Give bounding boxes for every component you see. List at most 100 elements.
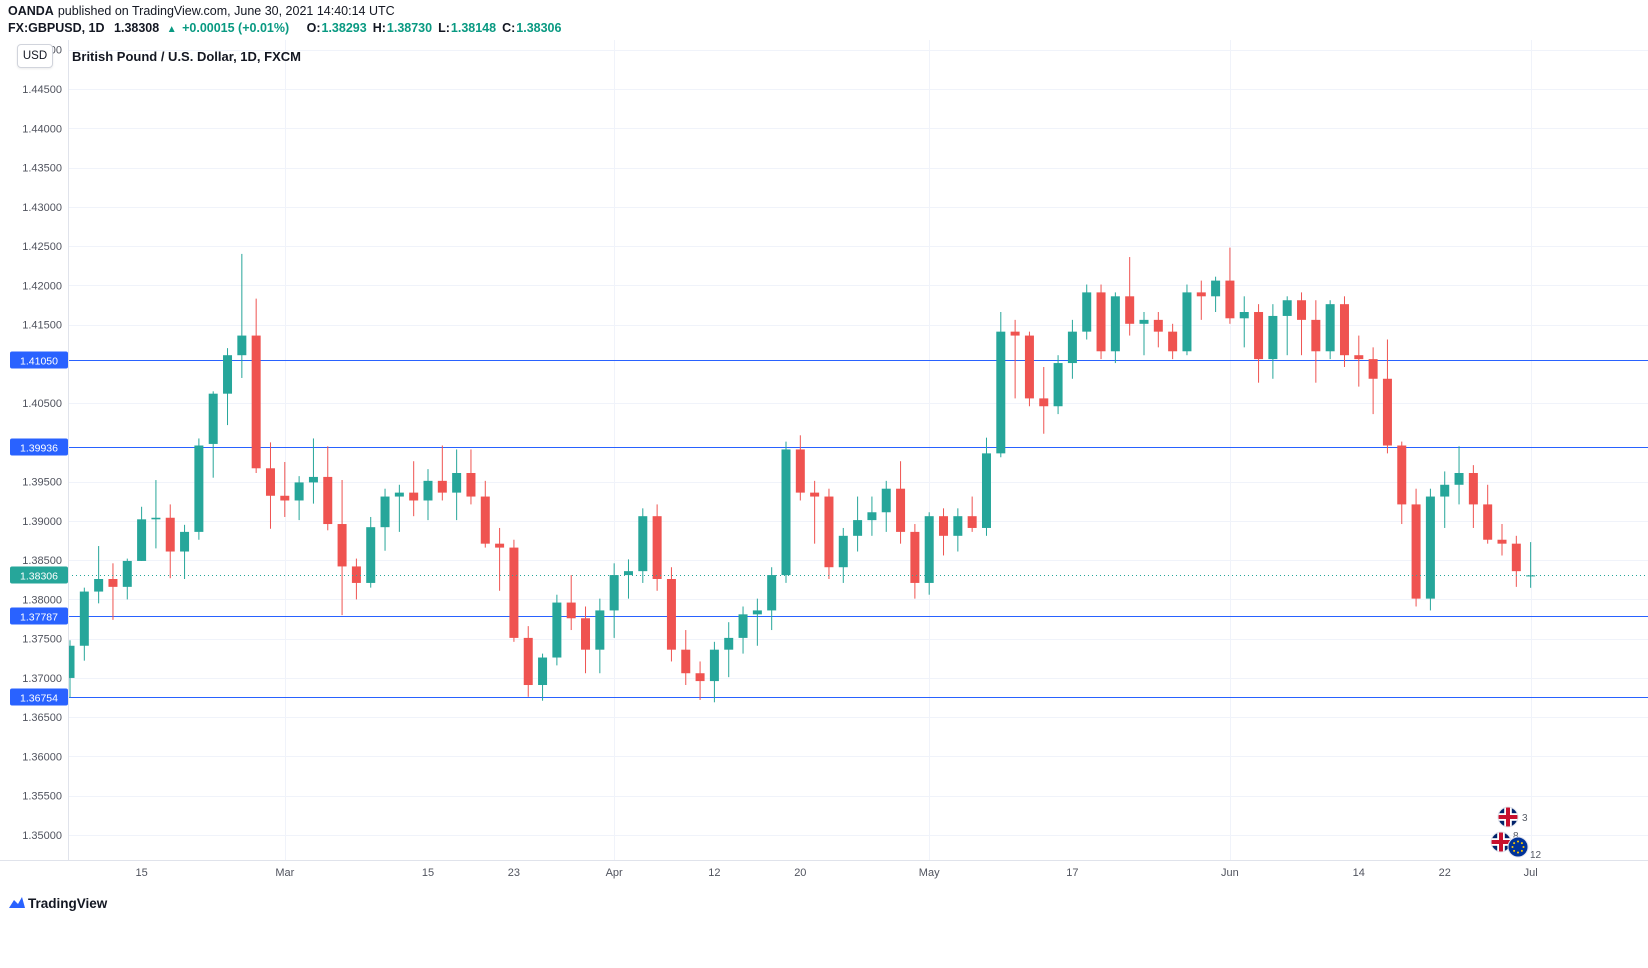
ohlc-field-label: O: xyxy=(306,21,321,35)
brand-name[interactable]: TradingView xyxy=(28,896,108,911)
price-tick-label: 1.36000 xyxy=(22,751,62,763)
candle xyxy=(223,348,233,426)
time-tick-label: 15 xyxy=(422,867,434,879)
candle xyxy=(581,606,591,674)
ohlc-field-label: C: xyxy=(502,21,516,35)
price-tick-label: 1.41500 xyxy=(22,320,62,332)
time-tick-label: 20 xyxy=(794,867,806,879)
candle xyxy=(1497,524,1507,556)
candle xyxy=(251,298,261,473)
price-tick-label: 1.37500 xyxy=(22,634,62,646)
ohlc-field-value: 1.38148 xyxy=(450,21,497,35)
candle xyxy=(795,435,805,501)
price-level-lines[interactable] xyxy=(68,360,1648,698)
price-tick-label: 1.42000 xyxy=(22,280,62,292)
candle xyxy=(366,516,376,588)
candle xyxy=(79,587,89,661)
candle xyxy=(1382,339,1392,454)
candle xyxy=(738,606,748,654)
candle xyxy=(924,512,934,595)
eu-flag-icon[interactable] xyxy=(1507,836,1529,858)
candle xyxy=(437,445,447,501)
candle xyxy=(910,524,920,599)
candle xyxy=(337,480,347,616)
candle xyxy=(194,438,204,540)
price-tick-label: 1.37000 xyxy=(22,673,62,685)
candle xyxy=(1182,284,1192,356)
candle xyxy=(180,524,190,580)
candle xyxy=(1096,284,1106,360)
uk-flag-icon[interactable] xyxy=(1490,831,1512,853)
tradingview-logo[interactable] xyxy=(8,894,26,910)
candle xyxy=(709,641,719,703)
candle xyxy=(1268,304,1278,379)
candle xyxy=(967,496,977,532)
candle xyxy=(1282,296,1292,356)
candle xyxy=(423,469,433,521)
price-tick-label: 1.36500 xyxy=(22,712,62,724)
candle xyxy=(824,488,834,580)
time-tick-label: Apr xyxy=(606,867,623,879)
time-tick-label: 15 xyxy=(135,867,147,879)
candle xyxy=(953,508,963,552)
price-scale[interactable]: 1.450001.445001.440001.435001.430001.425… xyxy=(10,45,68,842)
candle xyxy=(1483,484,1493,544)
uk-flag-icon[interactable] xyxy=(1497,806,1519,828)
price-level-badge[interactable] xyxy=(10,688,68,706)
time-tick-label: 17 xyxy=(1066,867,1078,879)
economic-events-cluster[interactable]: 3 8 12 xyxy=(1486,802,1550,860)
time-tick-label: Jul xyxy=(1524,867,1538,879)
candle xyxy=(1354,335,1364,387)
price-tick-label: 1.39000 xyxy=(22,516,62,528)
time-tick-label: Jun xyxy=(1221,867,1239,879)
price-level-badge[interactable] xyxy=(10,351,68,369)
candle xyxy=(867,496,877,536)
candle xyxy=(1225,247,1235,324)
candle xyxy=(151,480,161,549)
candle xyxy=(538,653,548,701)
candle xyxy=(1325,300,1335,360)
candle xyxy=(838,527,848,583)
candle xyxy=(351,558,361,600)
time-scale[interactable]: 15 Mar 15 23 Apr 12 20 May 17 Jun 14 22 Jul xyxy=(135,867,1537,879)
time-tick-label: Mar xyxy=(275,867,294,879)
candle xyxy=(1024,331,1034,407)
ohlc-field-label: H: xyxy=(372,21,386,35)
candle xyxy=(1339,296,1349,367)
symbol-label: FX:GBPUSD, 1D xyxy=(8,21,105,35)
candle xyxy=(466,449,476,505)
ohlc-field-label: L: xyxy=(438,21,450,35)
candle xyxy=(1526,542,1536,588)
svg-text:1.39936: 1.39936 xyxy=(20,443,58,455)
candle xyxy=(996,312,1006,458)
currency-toggle-button[interactable]: USD xyxy=(17,44,53,68)
candle xyxy=(523,626,533,697)
candle xyxy=(810,480,820,544)
price-tick-label: 1.43500 xyxy=(22,163,62,175)
candle xyxy=(939,508,949,556)
candle xyxy=(767,567,777,631)
svg-text:1.36754: 1.36754 xyxy=(20,693,58,705)
candle xyxy=(695,661,705,700)
attribution-line: OANDA published on TradingView.com, June … xyxy=(8,4,395,18)
ohlc-values: O:1.38293 H:1.38730 L:1.38148 C:1.38306 xyxy=(301,21,562,35)
candle xyxy=(394,484,404,532)
candle xyxy=(981,437,991,536)
candle xyxy=(208,391,218,478)
last-price-badge xyxy=(10,566,68,584)
candle xyxy=(1297,292,1307,356)
candle xyxy=(380,488,390,551)
price-tick-label: 1.35500 xyxy=(22,791,62,803)
candle xyxy=(638,508,648,583)
candle xyxy=(552,594,562,666)
candle xyxy=(237,253,247,378)
price-level-badge[interactable] xyxy=(10,438,68,456)
candle xyxy=(1411,488,1421,607)
candle xyxy=(265,442,275,529)
candle xyxy=(1397,441,1407,525)
candle xyxy=(1425,488,1435,611)
price-level-badge[interactable] xyxy=(10,607,68,625)
publish-info: published on TradingView.com, June 30, 2… xyxy=(57,4,395,18)
